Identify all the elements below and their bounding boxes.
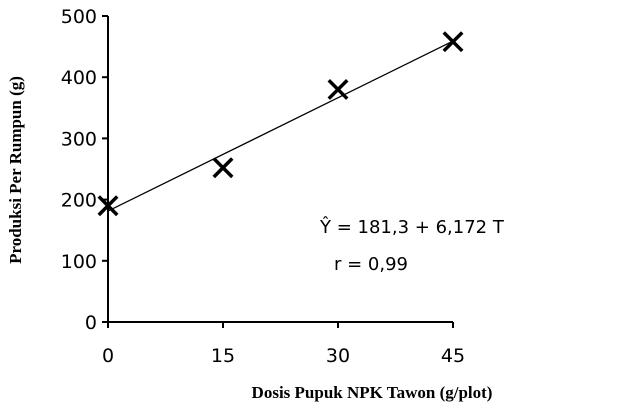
x-tick-label: 15	[211, 345, 235, 367]
data-point	[97, 195, 119, 217]
x-tick-label: 45	[441, 345, 465, 367]
y-tick-label: 300	[61, 128, 97, 150]
y-tick-label: 0	[85, 312, 97, 334]
y-tick-label: 400	[61, 67, 97, 89]
data-points	[97, 31, 464, 217]
trendline	[107, 40, 454, 212]
y-tick-label: 500	[61, 6, 97, 28]
x-tick-label: 0	[102, 345, 114, 367]
x-axis-title: Dosis Pupuk NPK Tawon (g/plot)	[252, 383, 493, 402]
y-axis-title: Produksi Per Rumpun (g)	[6, 76, 25, 264]
data-point	[327, 78, 349, 100]
x-tick-label: 30	[326, 345, 350, 367]
axes: 0 100 200 300 400 500 0 15 30 45	[61, 6, 465, 367]
correlation-coefficient: r = 0,99	[334, 254, 408, 275]
y-tick-label: 100	[61, 251, 97, 273]
data-point	[212, 157, 234, 179]
regression-equation: Ŷ = 181,3 + 6,172 T	[319, 216, 505, 238]
y-tick-label: 200	[61, 190, 97, 212]
data-point	[442, 31, 464, 53]
trendline-layer	[107, 40, 454, 212]
